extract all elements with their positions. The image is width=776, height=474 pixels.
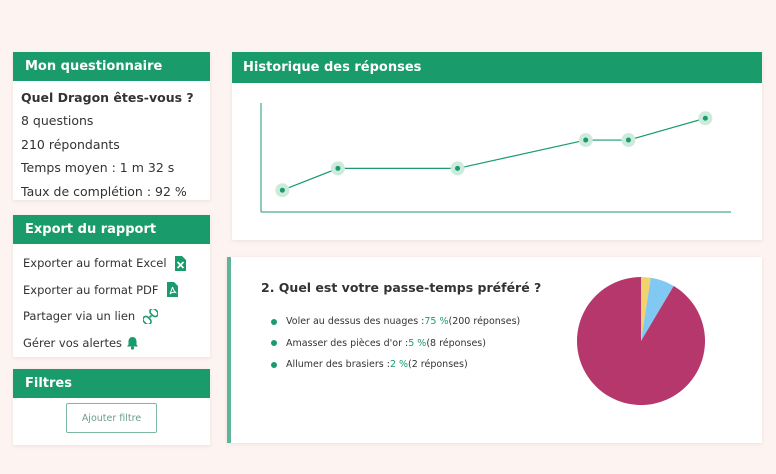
answer-percent: 5 %	[408, 337, 427, 349]
export-header: Export du rapport	[13, 215, 210, 244]
questions-count: 8 questions	[21, 113, 94, 128]
pie-slice[interactable]	[641, 277, 651, 341]
history-card: Historique des réponses	[232, 52, 762, 240]
excel-icon	[174, 255, 186, 271]
history-point[interactable]	[583, 137, 589, 143]
answer-label: Amasser des pièces d'or :	[286, 337, 409, 349]
questionnaire-card: Mon questionnaire Quel Dragon êtes-vous …	[13, 52, 210, 200]
history-point[interactable]	[279, 187, 285, 193]
link-icon	[143, 308, 159, 324]
question-title: 2. Quel est votre passe-temps préféré ?	[261, 280, 542, 295]
answer-label: Voler au dessus des nuages :	[286, 316, 425, 328]
bell-icon	[127, 336, 139, 350]
history-header: Historique des réponses	[232, 52, 762, 83]
pdf-icon	[166, 282, 178, 298]
answer-item: Voler au dessus des nuages : 75 % (200 r…	[271, 311, 520, 333]
completion-rate: Taux de complétion : 92 %	[21, 183, 187, 199]
answer-percent: 2 %	[389, 359, 409, 371]
questionnaire-header: Mon questionnaire	[13, 52, 210, 81]
average-time: Temps moyen : 1 m 32 s	[21, 160, 175, 175]
answer-count: (200 réponses)	[448, 316, 521, 328]
bullet-icon	[271, 340, 277, 347]
add-filter-button[interactable]: Ajouter filtre	[66, 403, 157, 433]
history-point[interactable]	[625, 137, 631, 143]
history-chart	[260, 103, 731, 213]
answer-item: Allumer des brasiers : 2 % (2 réponses)	[271, 354, 520, 376]
questionnaire-title: Quel Dragon êtes-vous ?	[21, 90, 194, 105]
history-point[interactable]	[335, 165, 341, 171]
respondents-count: 210 répondants	[21, 136, 120, 152]
bullet-icon	[271, 361, 277, 368]
export-excel-label: Exporter au format Excel	[23, 256, 167, 271]
share-link[interactable]: Partager via un lien	[23, 303, 200, 330]
history-line	[282, 117, 706, 191]
answer-percent: 75 %	[424, 316, 449, 328]
share-link-label: Partager via un lien	[23, 309, 136, 324]
history-point[interactable]	[702, 115, 708, 121]
answers-list: Voler au dessus des nuages : 75 % (200 r…	[271, 311, 520, 376]
pie-slice[interactable]	[641, 277, 674, 341]
question-card: 2. Quel est votre passe-temps préféré ? …	[227, 257, 762, 443]
answers-pie-chart	[577, 277, 705, 405]
export-pdf-label: Exporter au format PDF	[23, 282, 159, 297]
filters-header: Filtres	[13, 369, 210, 398]
answer-item: Amasser des pièces d'or : 5 % (8 réponse…	[271, 333, 520, 355]
filters-card: Filtres Ajouter filtre	[13, 369, 210, 445]
answer-count: (2 réponses)	[408, 359, 468, 371]
export-pdf-link[interactable]: Exporter au format PDF	[23, 277, 200, 304]
answer-label: Allumer des brasiers :	[286, 359, 390, 371]
answer-count: (8 réponses)	[426, 337, 486, 349]
pie-slice[interactable]	[577, 277, 705, 405]
manage-alerts-label: Gérer vos alertes	[23, 335, 123, 350]
export-excel-link[interactable]: Exporter au format Excel	[23, 250, 200, 277]
history-point[interactable]	[455, 165, 461, 171]
manage-alerts-link[interactable]: Gérer vos alertes	[23, 330, 200, 357]
export-card: Export du rapport Exporter au format Exc…	[13, 215, 210, 357]
bullet-icon	[271, 318, 277, 325]
